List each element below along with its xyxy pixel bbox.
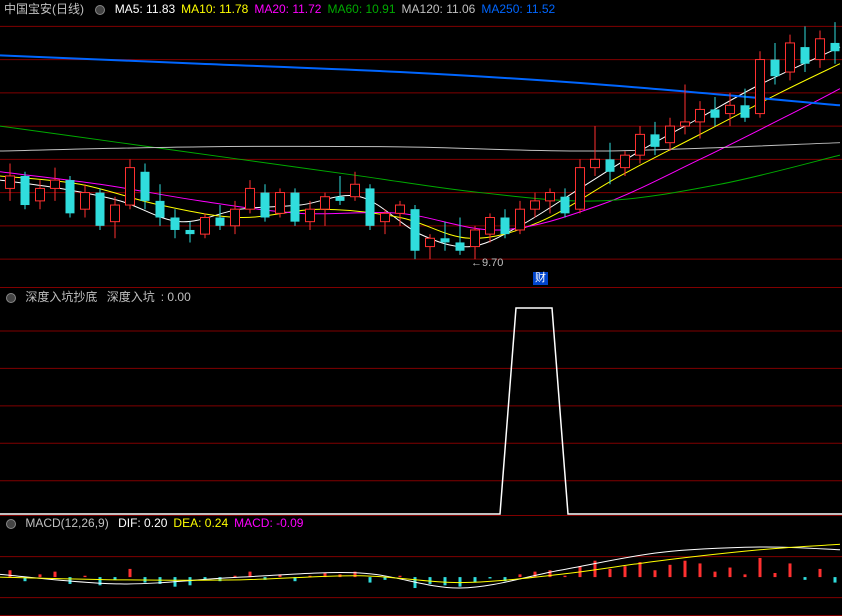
stock-title: 中国宝安(日线): [4, 2, 84, 16]
macd-panel-header: MACD(12,26,9) DIF: 0.20 DEA: 0.24 MACD: -0…: [4, 516, 315, 532]
price-chart-panel[interactable]: 中国宝安(日线) MA5: 11.83 MA10: 11.78 MA20: 11.7…: [0, 0, 842, 288]
collapse-icon[interactable]: [95, 5, 105, 15]
macd-legend: DIF: 0.20 DEA: 0.24 MACD: -0.09: [118, 516, 309, 530]
collapse-icon[interactable]: [6, 519, 16, 529]
macd-legend-item: MACD: -0.09: [234, 516, 303, 530]
cai-badge: 财: [533, 272, 548, 285]
ma-legend: MA5: 11.83 MA10: 11.78 MA20: 11.72 MA60: 10…: [115, 2, 562, 16]
ma-legend-item: MA5: 11.83: [115, 2, 175, 16]
macd-title: MACD(12,26,9): [25, 516, 108, 530]
macd-legend-item: DIF: 0.20: [118, 516, 167, 530]
macd-legend-item: DEA: 0.24: [173, 516, 228, 530]
ma-legend-item: MA10: 11.78: [181, 2, 248, 16]
depth-panel-header: 深度入坑抄底 深度入坑: 0.00: [4, 288, 203, 304]
depth-title-b: 深度入坑: 0.00: [107, 290, 197, 304]
macd-indicator-panel[interactable]: MACD(12,26,9) DIF: 0.20 DEA: 0.24 MACD: -0…: [0, 516, 842, 616]
price-chart-svg: [0, 0, 842, 288]
depth-indicator-panel[interactable]: 深度入坑抄底 深度入坑: 0.00: [0, 288, 842, 516]
ma-legend-item: MA120: 11.06: [402, 2, 476, 16]
depth-chart-svg: [0, 288, 842, 516]
low-price-annotation: ←9.70: [471, 257, 503, 269]
ma-legend-item: MA250: 11.52: [481, 2, 555, 16]
ma-legend-item: MA20: 11.72: [254, 2, 321, 16]
depth-title-a: 深度入坑抄底: [25, 290, 97, 304]
collapse-icon[interactable]: [6, 293, 16, 303]
ma-legend-item: MA60: 10.91: [327, 2, 395, 16]
price-panel-header: 中国宝安(日线) MA5: 11.83 MA10: 11.78 MA20: 11.7…: [4, 0, 567, 16]
